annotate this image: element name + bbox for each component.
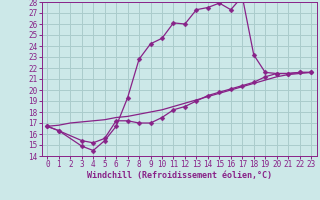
X-axis label: Windchill (Refroidissement éolien,°C): Windchill (Refroidissement éolien,°C) [87,171,272,180]
